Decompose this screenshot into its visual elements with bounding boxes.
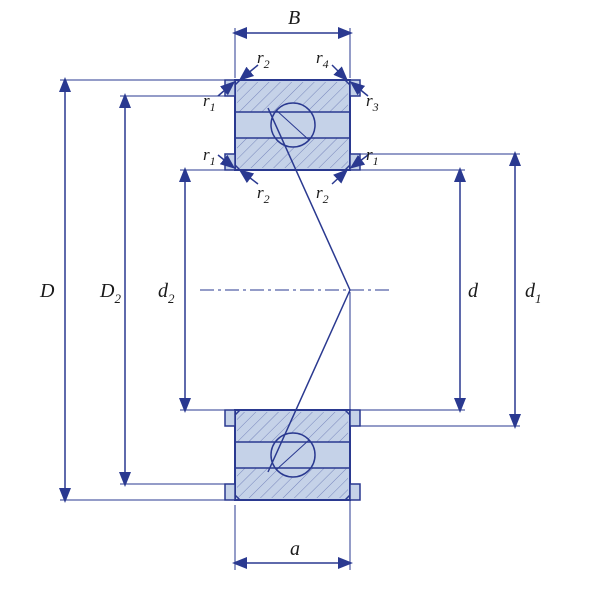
label-d1-sub: 1 <box>535 291 542 306</box>
svg-text:D2: D2 <box>99 280 121 306</box>
svg-text:r3: r3 <box>366 91 379 114</box>
svg-text:r4: r4 <box>316 48 329 71</box>
upper-bearing <box>225 80 360 170</box>
svg-text:r2: r2 <box>316 183 329 206</box>
label-r2a-sub: 2 <box>264 57 270 71</box>
svg-text:r1: r1 <box>203 145 216 168</box>
bearing-diagram: B D D2 d2 d d1 a r1 r1 r2 r2 r4 r2 r3 r1 <box>0 0 600 600</box>
label-r2b-sub: 2 <box>264 192 270 206</box>
label-r4-sub: 4 <box>323 57 329 71</box>
label-d2-sub: 2 <box>168 291 175 306</box>
label-D2-main: D <box>99 280 115 302</box>
label-d: d <box>468 280 479 302</box>
label-D2-sub: 2 <box>114 291 121 306</box>
label-r1b-sub: 1 <box>210 154 216 168</box>
label-a: a <box>290 538 300 560</box>
svg-text:r1: r1 <box>366 145 379 168</box>
label-r3-sub: 3 <box>372 100 379 114</box>
label-r2c-sub: 2 <box>323 192 329 206</box>
label-D: D <box>39 280 55 302</box>
svg-text:r1: r1 <box>203 91 216 114</box>
label-r1a-sub: 1 <box>210 100 216 114</box>
label-r1c-sub: 1 <box>373 154 379 168</box>
label-B: B <box>288 7 300 29</box>
lower-bearing <box>225 410 360 500</box>
svg-text:r2: r2 <box>257 183 270 206</box>
svg-text:d1: d1 <box>525 280 542 306</box>
svg-text:d2: d2 <box>158 280 175 306</box>
svg-text:r2: r2 <box>257 48 270 71</box>
